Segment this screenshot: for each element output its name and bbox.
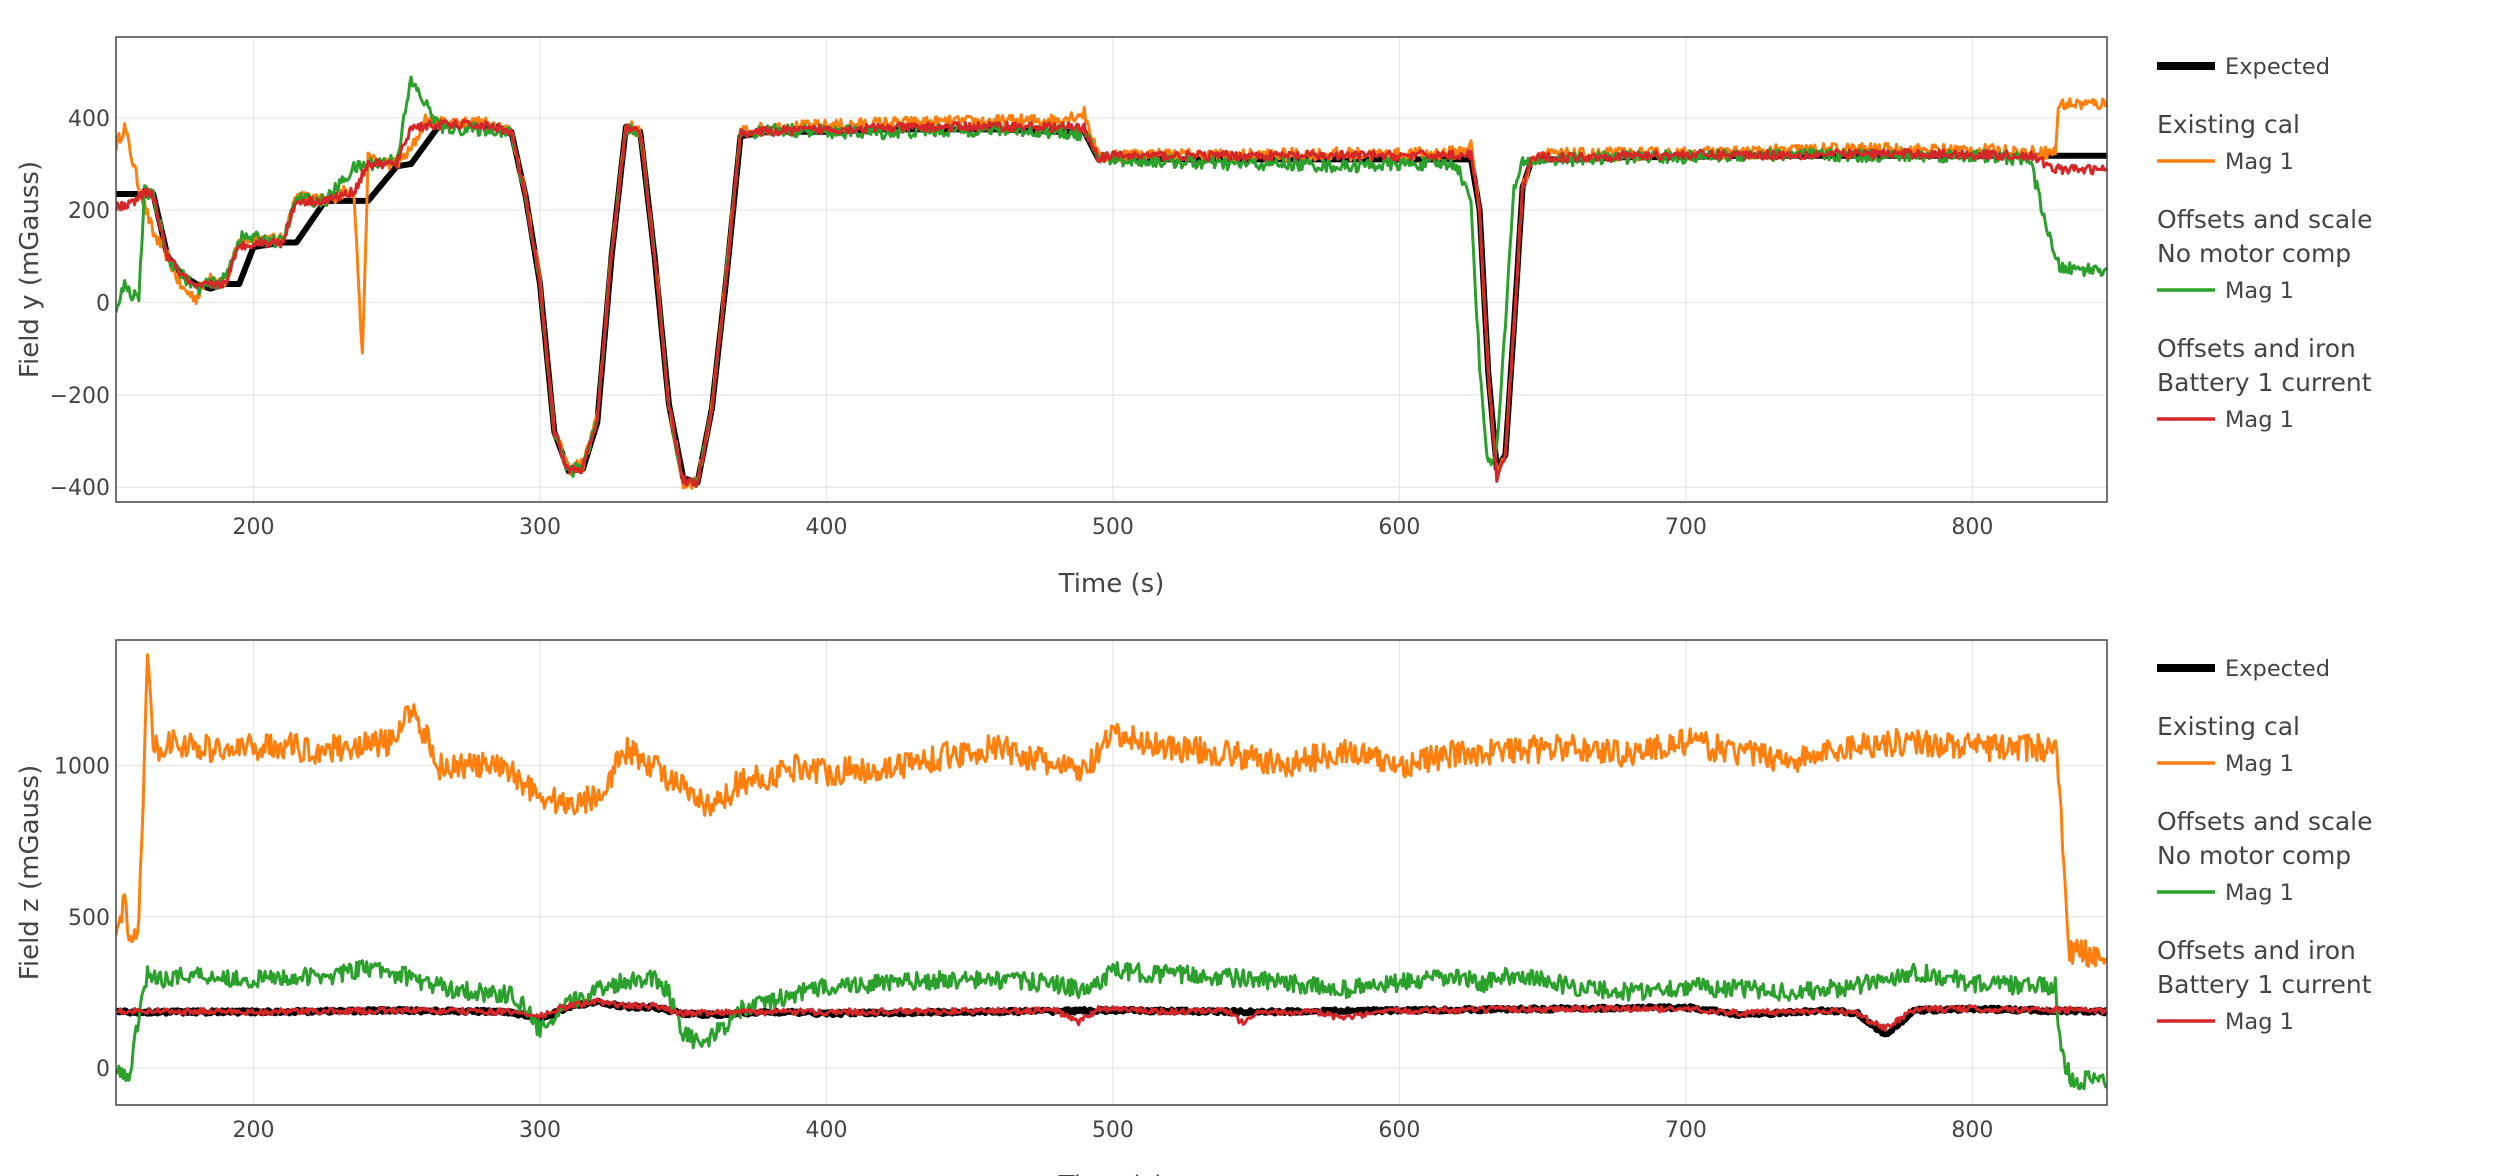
x-tick-label: 700	[1665, 1118, 1707, 1143]
x-tick-label: 300	[519, 515, 561, 540]
x-tick-label: 800	[1951, 1118, 1993, 1143]
legend-group-title: No motor comp	[2157, 841, 2351, 870]
legend: Expected Existing cal Mag 1 Offsets and sca…	[2157, 656, 2372, 1035]
legend-label: Mag 1	[2225, 1009, 2294, 1035]
legend-label: Mag 1	[2225, 149, 2294, 175]
series-line-mag1-3	[116, 118, 2107, 489]
plot-frame	[115, 639, 2108, 1106]
plot-panel-2: 200 300 400 500 600 700 800 0 500 1000 Time (s) Fie…	[15, 639, 2372, 1176]
y-tick-label: −400	[50, 476, 110, 501]
y-axis-title: Field z (mGauss)	[15, 765, 45, 980]
x-axis-title: Time (s)	[1058, 569, 1165, 599]
x-tick-label: 200	[233, 1118, 275, 1143]
legend-label: Expected	[2225, 656, 2330, 682]
y-axis-title: Field y (mGauss)	[15, 161, 45, 378]
x-tick-label: 200	[233, 515, 275, 540]
y-tick-label: 1000	[54, 755, 110, 780]
x-tick-label: 500	[1092, 1118, 1134, 1143]
legend-label: Mag 1	[2225, 751, 2294, 777]
series-line-expected	[116, 998, 2107, 1038]
legend-label: Mag 1	[2225, 880, 2294, 906]
x-tick-label: 600	[1378, 515, 1420, 540]
legend-group-title: Offsets and iron	[2157, 334, 2356, 363]
x-tick-label: 400	[805, 515, 847, 540]
y-tick-label: −200	[50, 384, 110, 409]
series-line-expected	[116, 121, 2107, 486]
series-line-mag1-3	[116, 997, 2107, 1032]
legend-label: Expected	[2225, 54, 2330, 80]
series-group	[116, 653, 2107, 1091]
legend-group-title: Existing cal	[2157, 110, 2300, 139]
x-tick-label: 400	[805, 1118, 847, 1143]
legend-group-title: Existing cal	[2157, 712, 2300, 741]
plot-panel-1: 200 300 400 500 600 700 800 −400 −200 0 200 400 Time…	[15, 36, 2372, 599]
legend-group-title: Offsets and scale	[2157, 807, 2372, 836]
legend-group-title: Offsets and scale	[2157, 205, 2372, 234]
legend-label: Mag 1	[2225, 278, 2294, 304]
series-line-mag1-1	[116, 653, 2107, 968]
y-tick-label: 0	[96, 1057, 110, 1082]
legend-group-title: Battery 1 current	[2157, 368, 2372, 397]
x-axis-title: Time (s)	[1058, 1171, 1165, 1176]
series-line-mag1-2	[116, 959, 2107, 1091]
x-tick-label: 800	[1951, 515, 1993, 540]
y-tick-label: 200	[68, 199, 110, 224]
legend-group-title: Battery 1 current	[2157, 970, 2372, 999]
x-tick-label: 500	[1092, 515, 1134, 540]
legend-group-title: No motor comp	[2157, 239, 2351, 268]
y-tick-label: 400	[68, 107, 110, 132]
series-group	[116, 75, 2107, 490]
x-tick-label: 600	[1378, 1118, 1420, 1143]
x-tick-label: 300	[519, 1118, 561, 1143]
x-tick-label: 700	[1665, 515, 1707, 540]
legend: Expected Existing cal Mag 1 Offsets and sca…	[2157, 54, 2372, 433]
plot-frame	[115, 36, 2108, 503]
y-tick-label: 500	[68, 906, 110, 931]
legend-group-title: Offsets and iron	[2157, 936, 2356, 965]
y-tick-label: 0	[96, 292, 110, 317]
legend-label: Mag 1	[2225, 407, 2294, 433]
